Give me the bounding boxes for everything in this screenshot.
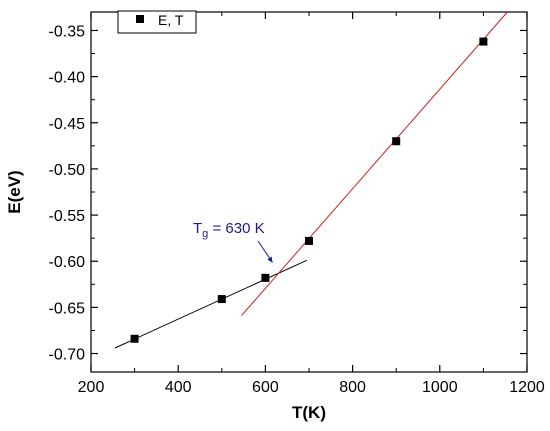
data-points bbox=[130, 37, 488, 343]
tg-annotation: Tg = 630 K bbox=[193, 220, 265, 240]
axes bbox=[90, 11, 528, 373]
fit-line bbox=[241, 11, 508, 317]
x-tick-label: 400 bbox=[165, 379, 192, 396]
x-tick-label: 600 bbox=[252, 379, 279, 396]
x-axis-label: T(K) bbox=[292, 403, 326, 422]
y-tick-label: -0.70 bbox=[49, 347, 86, 364]
ticks: 200 400 600 800 1000 1200 -0.70 -0.65 -0.60 -0.55… bbox=[49, 12, 545, 396]
data-point bbox=[479, 37, 488, 46]
y-tick-label: -0.35 bbox=[49, 23, 86, 40]
x-tick-label: 1000 bbox=[422, 379, 458, 396]
data-point bbox=[392, 137, 401, 146]
x-tick-label: 800 bbox=[339, 379, 366, 396]
annotation-arrow-head bbox=[267, 256, 273, 263]
x-tick-label: 1200 bbox=[509, 379, 545, 396]
annotation: Tg = 630 K bbox=[193, 220, 273, 263]
legend-box bbox=[117, 10, 197, 34]
fit-lines bbox=[114, 11, 508, 349]
data-point bbox=[305, 236, 313, 245]
fit-line bbox=[114, 259, 308, 349]
y-tick-label: -0.50 bbox=[49, 162, 86, 179]
y-tick-label: -0.55 bbox=[49, 208, 86, 225]
legend-marker bbox=[136, 15, 144, 23]
y-tick-label: -0.65 bbox=[49, 300, 86, 317]
y-tick-label: -0.60 bbox=[49, 254, 86, 271]
data-point bbox=[261, 273, 270, 282]
y-tick-label: -0.40 bbox=[49, 70, 86, 87]
y-axis-label: E(eV) bbox=[5, 170, 24, 213]
y-tick-label: -0.45 bbox=[49, 116, 86, 133]
plot-frame bbox=[90, 11, 528, 373]
x-tick-label: 200 bbox=[78, 379, 105, 396]
legend: E, T bbox=[117, 10, 197, 34]
legend-label: E, T bbox=[158, 12, 184, 28]
data-point bbox=[217, 295, 226, 304]
data-point bbox=[130, 334, 139, 343]
